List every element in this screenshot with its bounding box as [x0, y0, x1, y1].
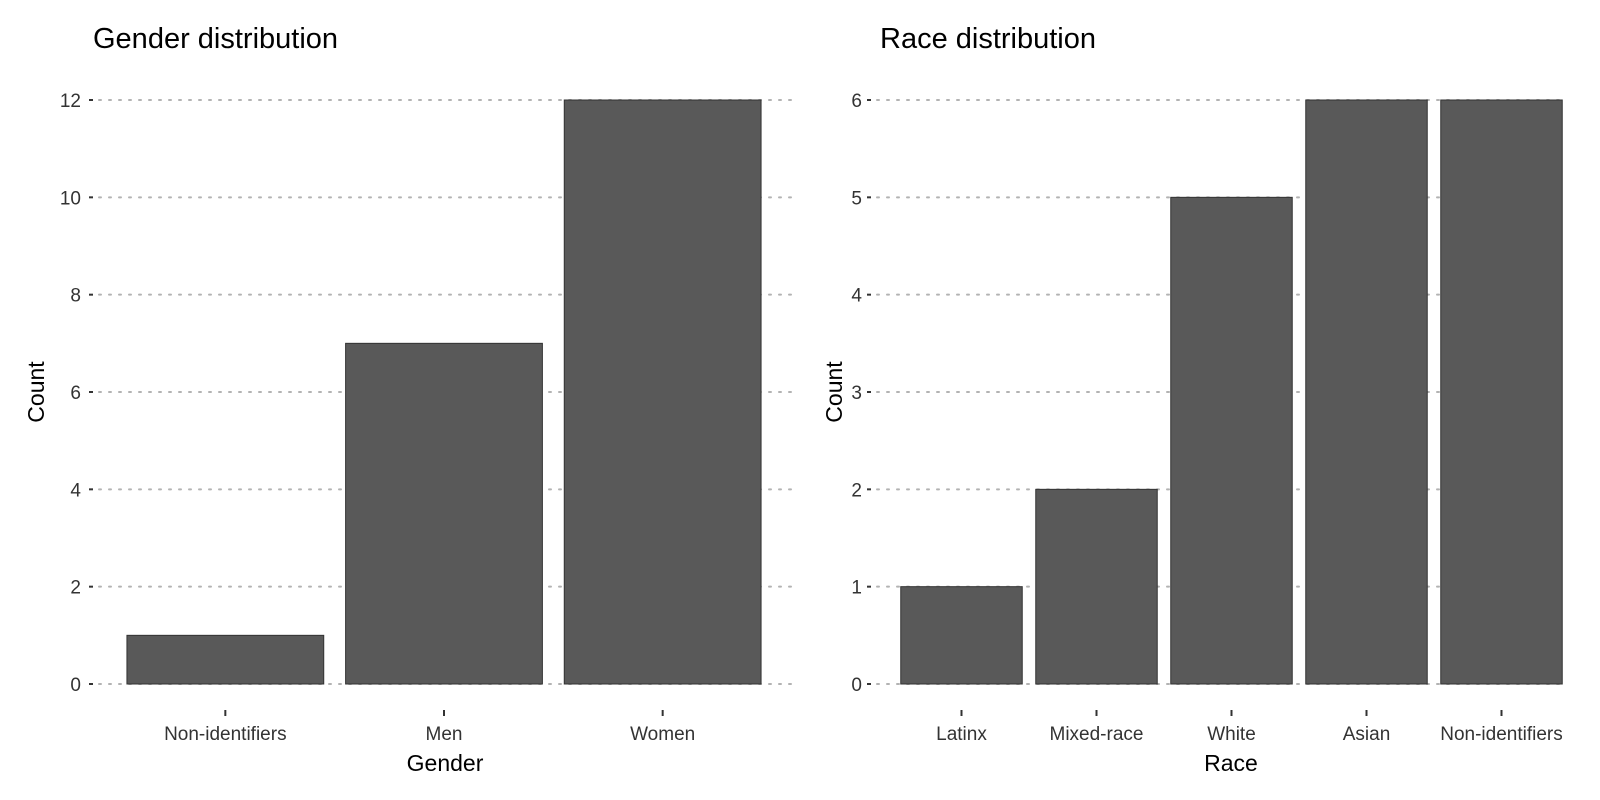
race-bar-white — [1170, 196, 1293, 685]
race-bar-asian — [1305, 99, 1428, 685]
gender-y-tick-label-4: 4 — [70, 480, 81, 501]
gender-x-tick-label-men: Men — [426, 724, 463, 745]
race-x-tick-label-asian: Asian — [1343, 724, 1391, 745]
race-x-tick-label-mixed-race: Mixed-race — [1050, 724, 1144, 745]
race-y-axis-label: Count — [821, 361, 847, 423]
gender-bars — [126, 99, 762, 685]
race-y-tick-label-5: 5 — [851, 188, 862, 209]
race-chart-title: Race distribution — [880, 23, 1096, 55]
race-y-tick-label-2: 2 — [851, 480, 862, 501]
gender-x-tick-label-women: Women — [630, 724, 695, 745]
gender-y-tick-label-10: 10 — [60, 188, 81, 209]
gender-bar-non-identifiers — [126, 634, 325, 685]
gender-chart-panel: Gender distribution Count Gender 0 2 4 6 8 10… — [23, 23, 796, 776]
race-x-axis: Latinx Mixed-race White Asian Non-identifier… — [936, 710, 1563, 745]
race-x-axis-label: Race — [1204, 750, 1258, 776]
gender-y-axis-label: Count — [23, 361, 49, 423]
race-bars — [900, 99, 1563, 685]
gender-y-tick-label-0: 0 — [70, 675, 81, 696]
gender-y-tick-label-8: 8 — [70, 286, 81, 307]
race-y-axis: 0 1 2 3 4 5 6 — [851, 91, 871, 696]
race-bar-latinx — [900, 586, 1023, 685]
gender-x-axis: Non-identifiers Men Women — [164, 710, 695, 745]
race-x-tick-label-non-identifiers: Non-identifiers — [1440, 724, 1563, 745]
race-y-tick-label-0: 0 — [851, 675, 862, 696]
gender-y-tick-label-6: 6 — [70, 383, 81, 404]
race-y-tick-label-3: 3 — [851, 383, 862, 404]
gender-x-tick-label-non-identifiers: Non-identifiers — [164, 724, 287, 745]
gender-bar-women — [563, 99, 762, 685]
gender-chart-title: Gender distribution — [93, 23, 338, 55]
race-y-tick-label-1: 1 — [851, 578, 862, 599]
gender-y-tick-label-12: 12 — [60, 91, 81, 112]
gender-x-axis-label: Gender — [407, 750, 484, 776]
gender-bar-men — [345, 342, 543, 685]
race-bar-non-identifiers — [1440, 99, 1563, 685]
gender-y-tick-label-2: 2 — [70, 578, 81, 599]
race-y-tick-label-4: 4 — [851, 286, 862, 307]
gender-y-axis: 0 2 4 6 8 10 12 — [60, 91, 93, 696]
race-chart-panel: Race distribution Count Race 0 1 2 3 4 5 6 Lat… — [821, 23, 1566, 776]
race-x-tick-label-white: White — [1207, 724, 1256, 745]
race-y-tick-label-6: 6 — [851, 91, 862, 112]
race-x-tick-label-latinx: Latinx — [936, 724, 987, 745]
race-bar-mixed-race — [1035, 488, 1158, 685]
